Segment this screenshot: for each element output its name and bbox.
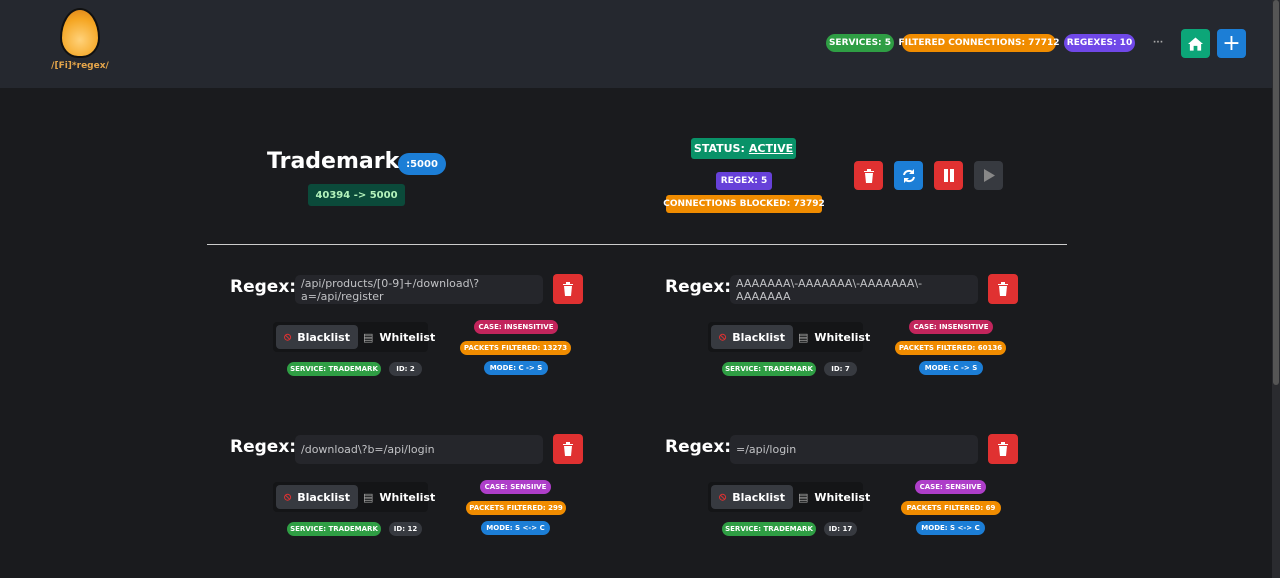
regexes-badge: REGEXES: 10 (1064, 34, 1135, 52)
scrollbar-thumb[interactable] (1273, 0, 1279, 385)
filtered-connections-badge: FILTERED CONNECTIONS: 77712 (899, 34, 1060, 52)
pause-icon (943, 169, 954, 182)
restart-service-button[interactable] (894, 161, 923, 190)
play-icon (983, 169, 995, 182)
status-value: ACTIVE (748, 142, 794, 155)
services-badge: SERVICES: 5 (826, 34, 894, 52)
mode-badge: MODE: C -> S (484, 361, 548, 375)
regex-label: Regex: (665, 277, 732, 297)
start-service-button[interactable] (974, 161, 1003, 190)
divider (207, 244, 1067, 245)
whitelist-label: Whitelist (814, 490, 871, 504)
logo-text: /[Fi]*regex/ (51, 61, 109, 71)
ban-icon: ⦸ (719, 330, 727, 343)
regex-count-badge: REGEX: 5 (716, 172, 772, 190)
packets-filtered-badge: PACKETS FILTERED: 13273 (460, 341, 571, 355)
id-badge: ID: 17 (824, 522, 857, 536)
delete-regex-button[interactable] (988, 434, 1018, 464)
port-badge: :5000 (398, 153, 446, 175)
regex-label: Regex: (230, 277, 297, 297)
trash-icon (563, 282, 573, 296)
refresh-icon (902, 168, 915, 183)
more-menu-button[interactable]: ··· (1152, 38, 1164, 48)
case-badge: CASE: INSENSITIVE (474, 320, 558, 334)
id-badge: ID: 7 (824, 362, 857, 376)
list-icon: ▤ (363, 330, 374, 344)
packets-filtered-badge: PACKETS FILTERED: 299 (466, 501, 566, 515)
id-badge: ID: 12 (389, 522, 422, 536)
whitelist-label: Whitelist (814, 330, 871, 344)
pause-service-button[interactable] (934, 161, 963, 190)
scrollbar[interactable] (1272, 0, 1280, 578)
status-label: STATUS: (693, 142, 745, 155)
regex-input[interactable]: /api/products/[0-9]+/download\?a=/api/re… (295, 275, 543, 304)
trash-icon (563, 442, 573, 456)
regex-card: Regex: AAAAAAA\-AAAAAAA\-AAAAAAA\-AAAAAA… (665, 274, 1035, 385)
service-badge: SERVICE: TRADEMARK (287, 522, 381, 536)
status-badge: STATUS: ACTIVE (691, 138, 796, 159)
delete-regex-button[interactable] (553, 274, 583, 304)
regex-input[interactable]: =/api/login (730, 435, 978, 464)
home-icon (1188, 36, 1203, 51)
mode-badge: MODE: S <-> C (916, 521, 985, 535)
packets-filtered-badge: PACKETS FILTERED: 60136 (895, 341, 1006, 355)
list-icon: ▤ (798, 490, 809, 504)
mode-segmented-control: ⦸ Blacklist ▤ Whitelist (273, 482, 435, 512)
ban-icon: ⦸ (284, 330, 292, 343)
case-badge: CASE: INSENSITIVE (909, 320, 993, 334)
blacklist-option[interactable]: ⦸ Blacklist (276, 485, 358, 509)
blacklist-option[interactable]: ⦸ Blacklist (276, 325, 358, 349)
list-icon: ▤ (363, 490, 374, 504)
add-button[interactable]: + (1217, 29, 1246, 58)
regex-label: Regex: (665, 437, 732, 457)
blacklist-label: Blacklist (732, 490, 785, 504)
packets-filtered-badge: PACKETS FILTERED: 69 (901, 501, 1001, 515)
whitelist-label: Whitelist (379, 490, 436, 504)
trash-icon (863, 168, 874, 183)
list-icon: ▤ (798, 330, 809, 344)
trash-icon (998, 442, 1008, 456)
regex-card: Regex: /download\?b=/api/login ⦸ Blacklis… (230, 434, 600, 545)
connections-blocked-badge: CONNECTIONS BLOCKED: 73792 (663, 195, 825, 213)
regex-input[interactable]: AAAAAAA\-AAAAAAA\-AAAAAAA\-AAAAAAA (730, 275, 978, 304)
whitelist-option[interactable]: ▤ Whitelist (355, 325, 443, 349)
blacklist-label: Blacklist (297, 490, 350, 504)
delete-regex-button[interactable] (988, 274, 1018, 304)
regex-input[interactable]: /download\?b=/api/login (295, 435, 543, 464)
whitelist-option[interactable]: ▤ Whitelist (790, 325, 878, 349)
service-badge: SERVICE: TRADEMARK (722, 362, 816, 376)
mode-badge: MODE: C -> S (919, 361, 983, 375)
id-badge: ID: 2 (389, 362, 422, 376)
ban-icon: ⦸ (284, 490, 292, 503)
home-button[interactable] (1181, 29, 1210, 58)
mode-segmented-control: ⦸ Blacklist ▤ Whitelist (273, 322, 435, 352)
mode-segmented-control: ⦸ Blacklist ▤ Whitelist (708, 322, 870, 352)
service-badge: SERVICE: TRADEMARK (287, 362, 381, 376)
blacklist-label: Blacklist (732, 330, 785, 344)
trash-icon (998, 282, 1008, 296)
whitelist-option[interactable]: ▤ Whitelist (790, 485, 878, 509)
regex-label: Regex: (230, 437, 297, 457)
case-badge: CASE: SENSIIVE (915, 480, 986, 494)
flame-logo-icon (60, 8, 100, 58)
mode-badge: MODE: S <-> C (481, 521, 550, 535)
delete-regex-button[interactable] (553, 434, 583, 464)
case-badge: CASE: SENSIIVE (480, 480, 551, 494)
service-badge: SERVICE: TRADEMARK (722, 522, 816, 536)
delete-service-button[interactable] (854, 161, 883, 190)
regex-card: Regex: /api/products/[0-9]+/download\?a=… (230, 274, 600, 385)
header: /[Fi]*regex/ SERVICES: 5 FILTERED CONNEC… (0, 0, 1272, 88)
blacklist-option[interactable]: ⦸ Blacklist (711, 325, 793, 349)
service-name: Trademark (267, 149, 400, 174)
ban-icon: ⦸ (719, 490, 727, 503)
regex-card: Regex: =/api/login ⦸ Blacklist ▤ Whitelist… (665, 434, 1035, 545)
blacklist-option[interactable]: ⦸ Blacklist (711, 485, 793, 509)
port-mapping: 40394 -> 5000 (308, 184, 405, 206)
plus-icon: + (1222, 31, 1241, 56)
mode-segmented-control: ⦸ Blacklist ▤ Whitelist (708, 482, 870, 512)
whitelist-label: Whitelist (379, 330, 436, 344)
blacklist-label: Blacklist (297, 330, 350, 344)
logo[interactable]: /[Fi]*regex/ (50, 8, 110, 71)
whitelist-option[interactable]: ▤ Whitelist (355, 485, 443, 509)
